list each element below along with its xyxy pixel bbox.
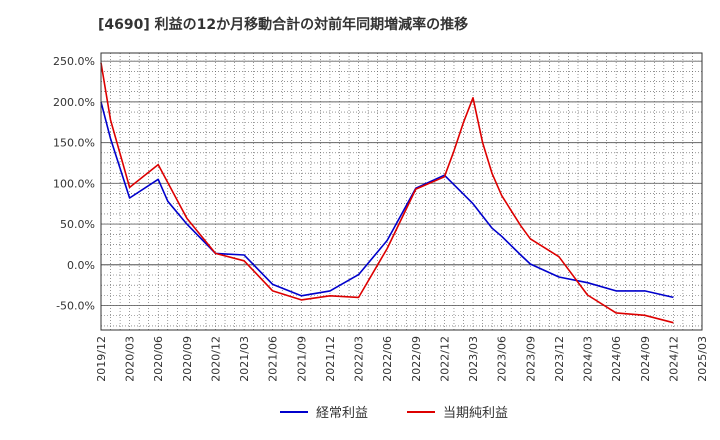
x-tick-label: 2020/09 xyxy=(181,336,194,382)
x-tick-label: 2020/12 xyxy=(209,336,222,382)
x-tick-label: 2021/09 xyxy=(295,336,308,382)
x-tick-label: 2023/06 xyxy=(496,336,509,382)
x-tick-label: 2019/12 xyxy=(95,336,108,382)
series-line-keijo-rieki xyxy=(100,101,674,299)
x-tick-label: 2022/03 xyxy=(353,336,366,382)
legend: 経常利益 当期純利益 xyxy=(280,406,508,421)
x-tick-label: 2024/12 xyxy=(667,336,680,382)
x-tick-label: 2021/06 xyxy=(267,336,280,382)
chart-title: [4690] 利益の12か月移動合計の対前年同期増減率の推移 xyxy=(98,17,469,33)
x-tick-label: 2024/06 xyxy=(610,336,623,382)
legend-label: 経常利益 xyxy=(316,406,368,421)
x-tick-label: 2020/03 xyxy=(124,336,137,382)
legend-label: 当期純利益 xyxy=(443,406,508,421)
y-axis-tick-labels: 250.0% 200.0% 150.0% 100.0% 50.0% 0.0% -50.0% xyxy=(53,55,95,312)
x-tick-label: 2023/03 xyxy=(467,336,480,382)
x-tick-label: 2021/03 xyxy=(238,336,251,382)
y-tick-label: 250.0% xyxy=(53,55,95,68)
y-tick-label: 100.0% xyxy=(53,177,95,190)
x-tick-label: 2021/12 xyxy=(324,336,337,382)
x-tick-label: 2023/09 xyxy=(524,336,537,382)
x-tick-label: 2024/09 xyxy=(639,336,652,382)
x-tick-label: 2022/09 xyxy=(410,336,423,382)
plot-frame xyxy=(100,52,703,331)
y-tick-label: 0.0% xyxy=(67,259,95,272)
x-tick-label: 2024/03 xyxy=(582,336,595,382)
y-tick-label: 200.0% xyxy=(53,96,95,109)
y-tick-label: -50.0% xyxy=(56,300,95,313)
x-tick-label: 2022/06 xyxy=(381,336,394,382)
x-tick-label: 2023/12 xyxy=(553,336,566,382)
x-tick-label: 2020/06 xyxy=(152,336,165,382)
grid-lines xyxy=(100,53,703,330)
x-tick-label: 2022/12 xyxy=(438,336,451,382)
y-tick-label: 50.0% xyxy=(60,218,95,231)
x-axis-tick-labels: 2019/12 2020/03 2020/06 2020/09 2020/12 2021/… xyxy=(95,336,709,382)
series-lines xyxy=(100,62,674,324)
y-tick-label: 150.0% xyxy=(53,137,95,150)
x-tick-label: 2025/03 xyxy=(696,336,709,382)
series-line-toki-jun-rieki xyxy=(100,62,674,324)
